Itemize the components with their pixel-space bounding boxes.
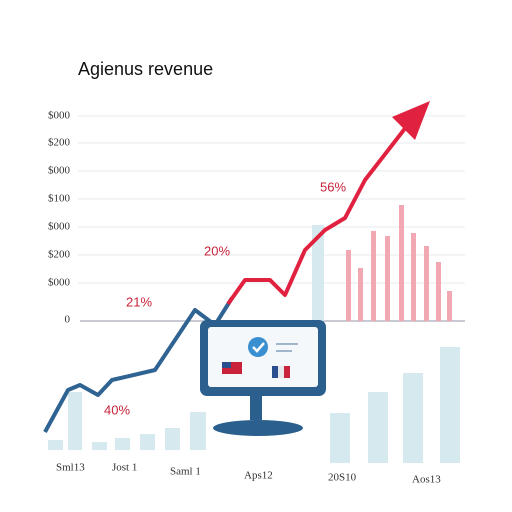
bar <box>368 392 388 463</box>
x-label: Sml13 <box>56 462 85 474</box>
y-label: $200 <box>48 137 71 149</box>
bar <box>312 225 324 321</box>
bar <box>92 442 107 450</box>
bar <box>403 373 423 463</box>
y-labels: $000 $200 $000 $100 $000 $200 $000 0 <box>48 110 71 326</box>
flag-icon <box>284 366 290 378</box>
bar <box>399 205 404 321</box>
bar <box>48 440 63 450</box>
y-label: $200 <box>48 249 71 261</box>
light-bars <box>48 225 460 463</box>
bar <box>424 246 429 321</box>
screen-line <box>276 343 298 345</box>
bar <box>436 262 441 321</box>
arrow-head <box>392 101 430 140</box>
x-label: Jost 1 <box>112 462 137 474</box>
bar <box>165 428 180 450</box>
flag-icon <box>222 362 231 368</box>
monitor-screen <box>208 327 318 387</box>
y-label: $100 <box>48 193 71 205</box>
bar <box>385 236 390 321</box>
y-label: 0 <box>65 314 71 326</box>
annotation: 20% <box>204 243 230 258</box>
flag-icon <box>272 366 278 378</box>
check-icon <box>248 337 268 357</box>
trend-line-red <box>226 120 412 306</box>
annotation: 56% <box>320 179 346 194</box>
y-label: $000 <box>48 165 71 177</box>
check-mark <box>252 342 265 353</box>
grid <box>78 115 465 322</box>
bar <box>140 434 155 450</box>
annotations: 56% 20% 21% 40% <box>104 179 346 417</box>
monitor-stand <box>250 396 262 420</box>
bar <box>346 250 351 321</box>
annotation: 40% <box>104 402 130 417</box>
annotation: 21% <box>126 294 152 309</box>
bar <box>447 291 452 321</box>
x-label: Aps12 <box>244 470 273 482</box>
y-label: $000 <box>48 221 71 233</box>
x-labels: Sml13 Jost 1 Saml 1 Aps12 20S10 Aos13 <box>56 462 441 486</box>
bar <box>330 413 350 463</box>
x-label: Saml 1 <box>170 466 201 478</box>
bar <box>115 438 130 450</box>
y-label: $000 <box>48 110 71 122</box>
bar <box>68 392 82 450</box>
x-label: 20S10 <box>328 472 357 484</box>
bar <box>190 412 206 450</box>
bar <box>411 233 416 321</box>
bar <box>371 231 376 321</box>
bar <box>440 347 460 463</box>
bar <box>358 268 363 321</box>
monitor <box>200 320 326 436</box>
x-label: Aos13 <box>412 474 441 486</box>
pink-bars <box>346 205 452 321</box>
monitor-base <box>213 420 303 436</box>
y-label: $000 <box>48 277 71 289</box>
title: Agienus revenue <box>78 59 213 79</box>
screen-line <box>276 350 292 352</box>
